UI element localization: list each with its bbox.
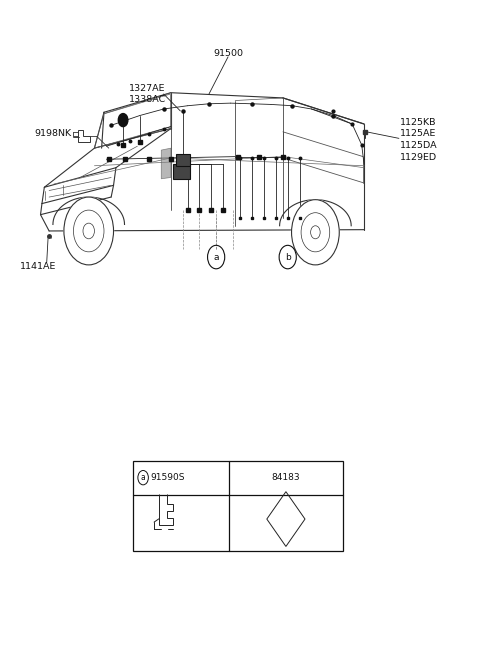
Polygon shape [161,148,171,179]
Text: 1129ED: 1129ED [400,153,437,162]
Text: 91500: 91500 [213,49,243,58]
Text: 1338AC: 1338AC [129,95,167,103]
Text: 1141AE: 1141AE [20,262,56,271]
Text: 1125DA: 1125DA [400,141,437,150]
Text: a: a [214,253,219,261]
Circle shape [291,200,339,265]
Circle shape [64,197,114,265]
Text: b: b [285,253,290,261]
FancyBboxPatch shape [176,154,190,166]
Text: 1125KB: 1125KB [400,117,436,126]
Circle shape [118,113,128,126]
Text: 1327AE: 1327AE [129,84,166,92]
FancyBboxPatch shape [132,460,343,551]
Text: 91590S: 91590S [151,473,185,482]
Text: 1125AE: 1125AE [400,129,436,138]
Text: 9198NK: 9198NK [35,128,72,138]
Text: 84183: 84183 [272,473,300,482]
Text: a: a [141,473,145,482]
FancyBboxPatch shape [173,164,190,179]
